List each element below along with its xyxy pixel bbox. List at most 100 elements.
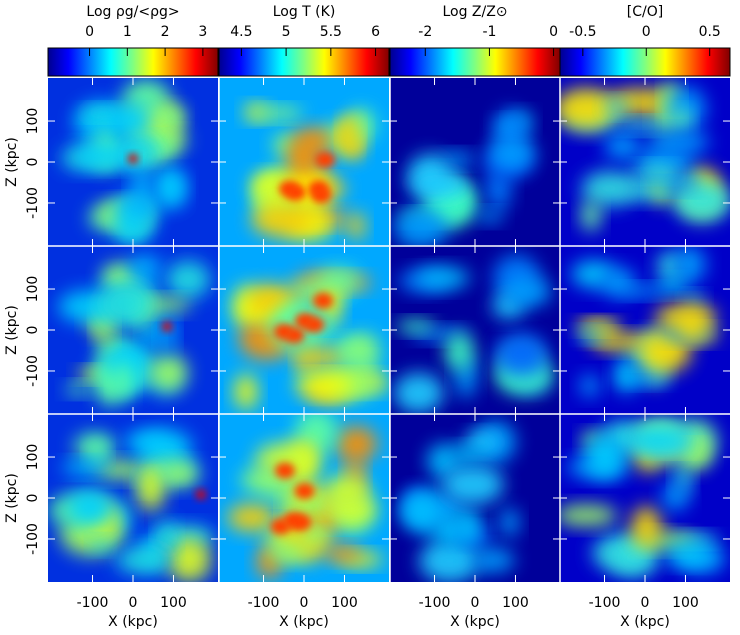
colorbar-tick-label: 4.5: [230, 24, 252, 40]
map-blob: [98, 281, 153, 327]
map-blob: [485, 168, 512, 211]
map-blob: [580, 200, 601, 232]
map-blob: [250, 106, 304, 120]
map-blob: [308, 180, 329, 197]
x-tick-label: 100: [331, 595, 358, 611]
x-tick-label: 100: [502, 595, 529, 611]
x-axis-label: X (kpc): [450, 614, 500, 630]
map-blob: [604, 99, 629, 116]
colorbar: [47, 47, 219, 77]
colorbar-tick-label: 0: [642, 24, 651, 40]
map-blob: [441, 464, 504, 505]
colorbar-tick-label: 6: [371, 24, 380, 40]
map-blob: [294, 312, 315, 329]
colorbar-tick-label: 0.5: [699, 24, 721, 40]
x-axis-label: X (kpc): [108, 614, 158, 630]
map-blob: [583, 433, 627, 479]
map-blob: [294, 483, 315, 500]
x-tick-label: 0: [641, 595, 650, 611]
x-axis-label: X (kpc): [279, 614, 329, 630]
map-blob: [119, 137, 160, 174]
colorbar-tick-label: 0: [549, 24, 558, 40]
map-blob: [657, 277, 689, 294]
map-blob: [128, 254, 162, 279]
y-tick-label: 0: [25, 158, 41, 167]
x-tick-label: 0: [471, 595, 480, 611]
map-panel: [390, 246, 560, 414]
map-blob: [255, 442, 317, 476]
y-tick-label: 100: [25, 276, 41, 303]
x-tick-label: -100: [419, 595, 451, 611]
map-blob: [227, 503, 276, 532]
map-blob: [165, 260, 211, 299]
map-blob: [674, 246, 706, 283]
map-blob: [342, 333, 381, 364]
x-tick-label: -100: [248, 595, 280, 611]
colorbar-tick-label: 2: [161, 24, 170, 40]
map-blob: [616, 119, 670, 133]
map-blob: [477, 209, 503, 224]
map-blob: [160, 461, 199, 487]
map-blob: [662, 482, 689, 511]
map-blob: [393, 207, 448, 246]
map-blob: [675, 187, 729, 214]
map-blob: [323, 473, 370, 510]
x-tick-label: 0: [129, 595, 138, 611]
colorbar: [389, 47, 561, 77]
map-blob: [136, 463, 165, 512]
map-blob: [149, 353, 188, 392]
map-panel: [48, 78, 218, 246]
map-blob: [452, 508, 483, 547]
colorbar-tick-label: 5.5: [320, 24, 342, 40]
map-blob: [395, 319, 436, 334]
x-tick-label: 100: [160, 595, 187, 611]
map-blob: [488, 136, 536, 171]
map-blob: [270, 518, 291, 535]
map-blob: [315, 151, 336, 168]
map-blob: [118, 207, 145, 239]
map-blob: [671, 110, 691, 131]
map-blob: [166, 537, 212, 582]
map-blob: [291, 514, 312, 531]
map-blob: [578, 328, 601, 341]
y-tick-label: 100: [25, 108, 41, 135]
colorbar-tick-label: 3: [198, 24, 207, 40]
map-blob: [251, 203, 313, 238]
map-blob: [494, 117, 519, 133]
map-blob: [94, 460, 147, 480]
map-blob: [599, 267, 637, 297]
y-tick-label: 100: [25, 444, 41, 471]
x-tick-label: 0: [300, 595, 309, 611]
x-tick-label: 100: [672, 595, 699, 611]
map-blob: [196, 489, 206, 500]
y-axis-label: Z (kpc): [4, 473, 20, 523]
map-panel: [560, 414, 730, 582]
map-blob: [313, 292, 334, 309]
x-axis-label: X (kpc): [620, 614, 670, 630]
map-blob: [581, 170, 637, 207]
map-blob: [651, 179, 688, 193]
colorbar-tick-label: -2: [418, 24, 432, 40]
map-panel: [560, 78, 730, 246]
colorbar: [559, 47, 731, 77]
map-blob: [631, 506, 662, 547]
x-tick-label: -100: [589, 595, 621, 611]
map-blob: [294, 348, 346, 368]
map-blob: [499, 507, 520, 537]
y-tick-label: -100: [25, 355, 41, 387]
map-blob: [402, 491, 441, 533]
map-blob: [347, 212, 365, 240]
map-blob: [655, 303, 717, 331]
colorbar-tick-label: 5: [282, 24, 291, 40]
map-blob: [684, 292, 705, 306]
colorbar-label: Log Z/Z⊙: [442, 4, 507, 20]
colorbar-tick-label: -1: [482, 24, 496, 40]
map-blob: [579, 374, 600, 397]
map-blob: [560, 504, 618, 527]
map-panel: [48, 414, 218, 582]
colorbar-label: Log T (K): [273, 4, 336, 20]
map-blob: [393, 372, 444, 414]
map-panel: [560, 246, 730, 414]
map-blob: [154, 166, 185, 208]
y-axis-label: Z (kpc): [4, 137, 20, 187]
